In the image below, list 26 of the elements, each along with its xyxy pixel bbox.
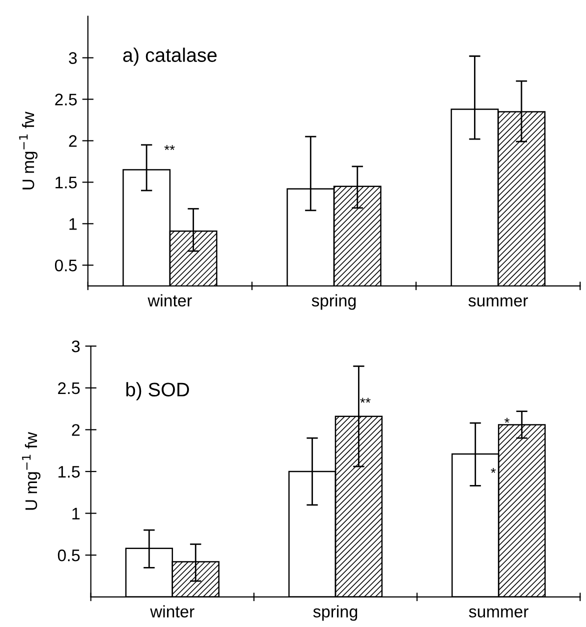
y-tick-label: 2.5 [58, 382, 80, 394]
y-tick-label: 3 [68, 52, 77, 64]
y-tick-label: 3 [72, 340, 80, 352]
y-tick-label: 1.5 [56, 176, 77, 188]
y-axis-title: U mg$^{−1}$ fw [19, 112, 38, 190]
x-tick-label: summer [468, 297, 528, 306]
annotation: * [490, 468, 496, 473]
x-tick-label: spring [313, 605, 358, 621]
y-tick-label: 0.5 [58, 550, 80, 562]
annotation: ** [164, 145, 175, 150]
y-tick-label: 2 [72, 424, 80, 436]
y-tick-label: 2 [69, 135, 77, 147]
annotation: ** [360, 398, 371, 403]
y-tick-label: 1.5 [58, 466, 80, 478]
x-tick-label: spring [312, 294, 356, 310]
y-axis-title: U mg$^{−1}$ fw [22, 432, 40, 510]
annotation: * [504, 418, 510, 423]
x-tick-label: winter [148, 294, 192, 306]
annotation: b) SOD [126, 382, 189, 400]
y-tick-label: 2.5 [55, 94, 77, 106]
annotation: a) catalase [123, 48, 217, 66]
x-tick-label: summer [468, 608, 528, 618]
y-tick-label: 1 [72, 508, 80, 520]
y-tick-label: 1 [69, 218, 77, 230]
y-tick-label: 0.5 [54, 260, 77, 272]
x-tick-label: winter [150, 605, 194, 618]
